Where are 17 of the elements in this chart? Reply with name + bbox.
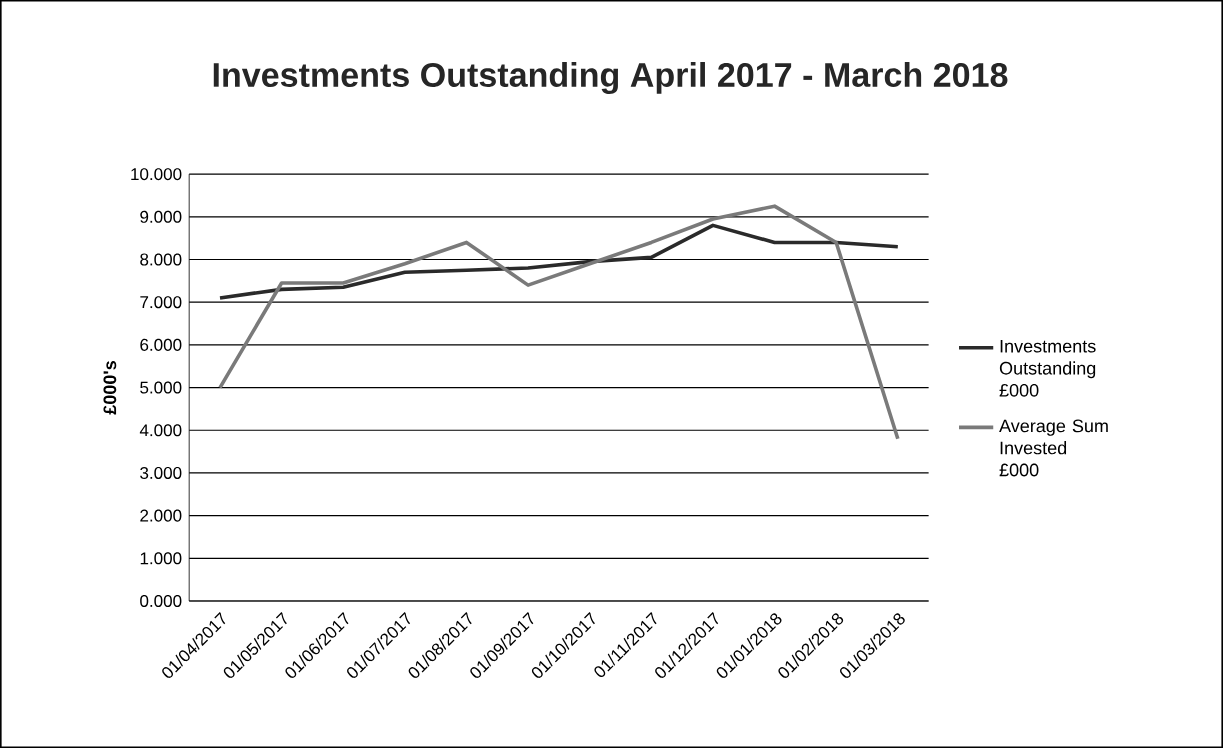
- y-tick-label: 7.000: [140, 296, 182, 309]
- y-tick-label: 9.000: [140, 210, 182, 223]
- y-tick-label: 3.000: [140, 466, 182, 479]
- y-tick-label: 1.000: [140, 552, 182, 565]
- y-tick-label: 10.000: [131, 168, 182, 181]
- line-series: [218, 223, 900, 300]
- chart-title: Investments Outstanding April 2017 - March 2018: [213, 61, 1008, 94]
- y-axis-title: £000's: [103, 361, 117, 415]
- legend-label: Investments Outstanding £000: [999, 339, 1096, 397]
- y-tick-label: 0.000: [140, 594, 182, 607]
- legend-label: Average Sum Invested £000: [999, 419, 1108, 477]
- y-tick-label: 6.000: [140, 338, 182, 351]
- y-tick-label: 2.000: [140, 509, 182, 522]
- y-tick-label: 4.000: [139, 424, 182, 437]
- y-tick-label: 8.000: [140, 253, 182, 266]
- line-series: [218, 204, 900, 441]
- y-tick-label: 5.000: [140, 381, 182, 394]
